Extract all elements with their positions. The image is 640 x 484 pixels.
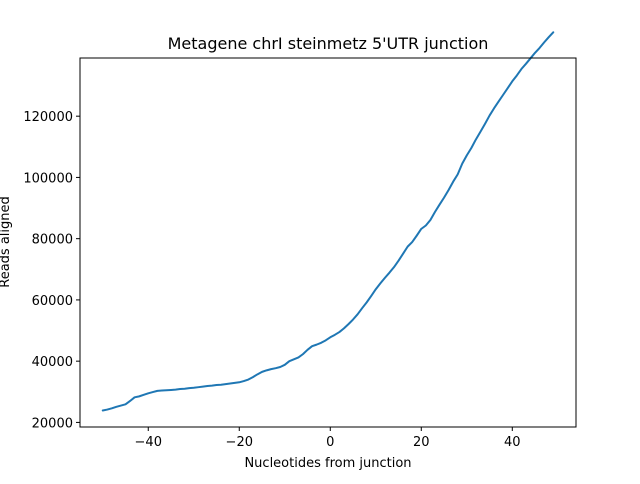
y-tick-label: 100000 (23, 171, 73, 186)
x-tick-label: 40 (504, 435, 521, 450)
x-axis: −40 −20 0 20 40 (135, 427, 521, 450)
x-axis-title: Nucleotides from junction (244, 456, 411, 471)
y-axis-title: Reads aligned (0, 196, 13, 288)
x-tick-label: −40 (135, 435, 162, 450)
y-tick-label: 80000 (32, 233, 73, 248)
y-tick-label: 120000 (23, 110, 73, 125)
x-tick-label: 20 (413, 435, 430, 450)
y-tick-label: 60000 (32, 294, 73, 309)
axes-frame (79, 57, 577, 428)
plot-area (101, 31, 555, 412)
y-axis: 20000 40000 60000 80000 100000 120000 (23, 110, 80, 431)
series-line (101, 31, 555, 412)
chart-title: Metagene chrI steinmetz 5'UTR junction (168, 34, 489, 53)
y-tick-label: 40000 (32, 355, 73, 370)
x-tick-label: −20 (226, 435, 253, 450)
x-tick-label: 0 (326, 435, 334, 450)
y-tick-label: 20000 (32, 416, 73, 431)
